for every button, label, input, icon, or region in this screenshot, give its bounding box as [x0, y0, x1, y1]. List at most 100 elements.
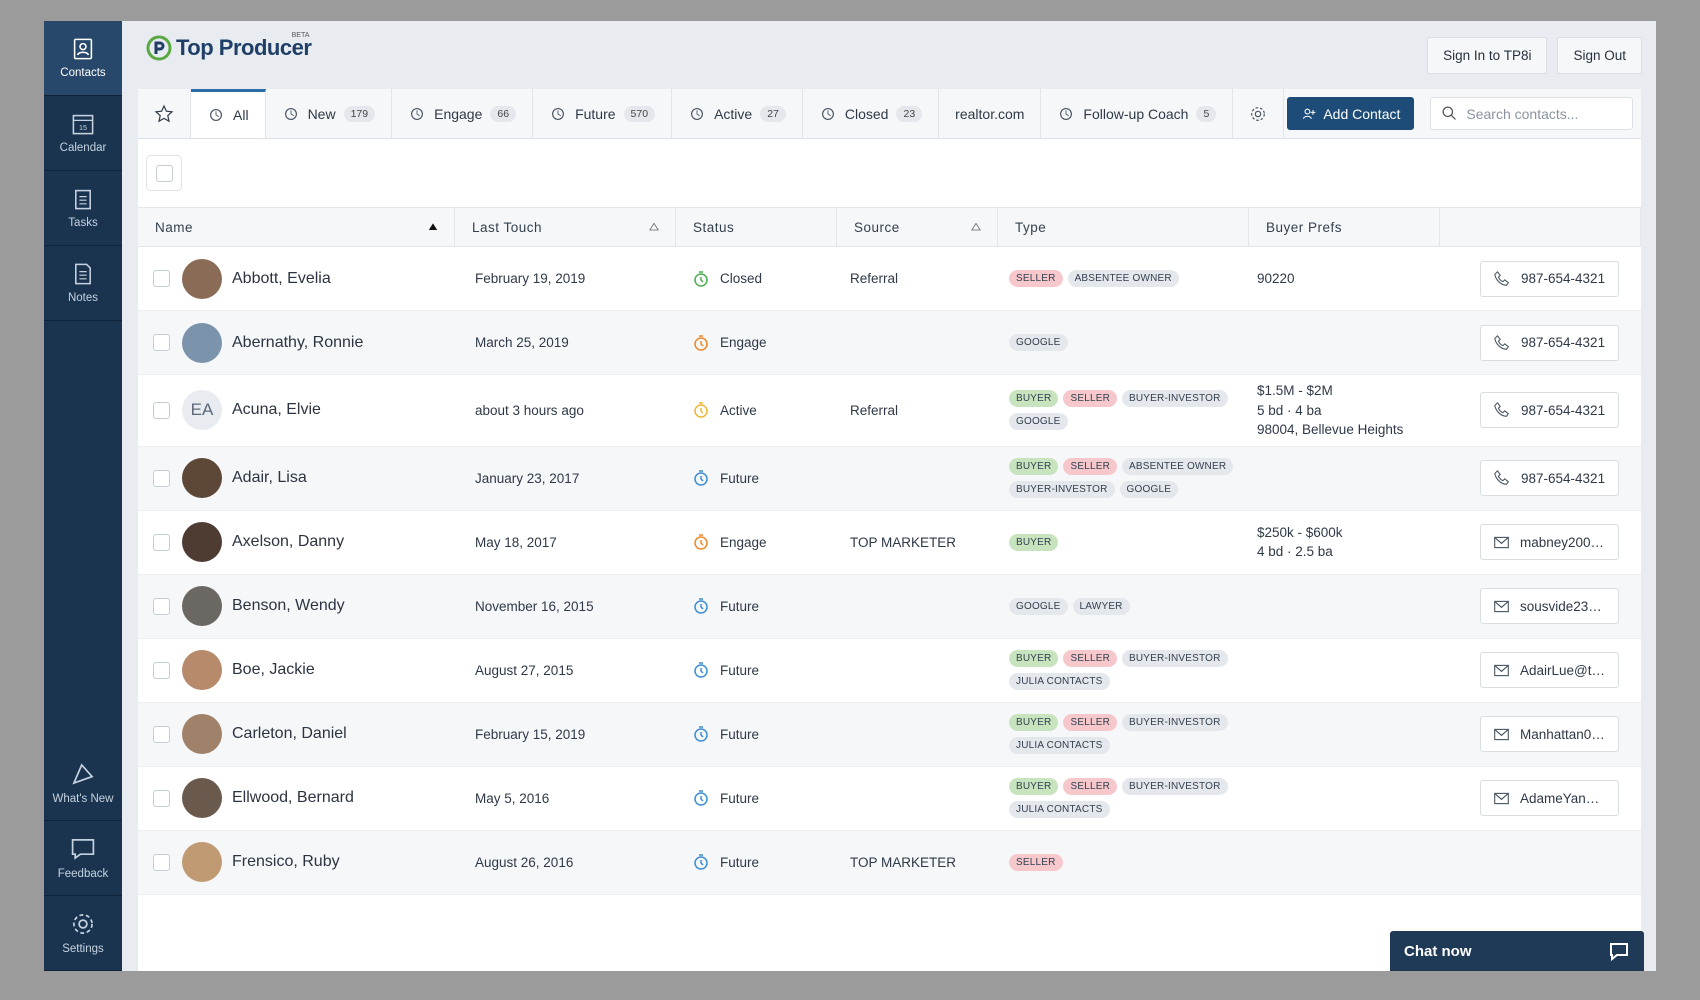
column-header: [1440, 208, 1641, 246]
sidebar-label: What's New: [52, 793, 114, 805]
header-button[interactable]: Sign In to TP8i: [1427, 37, 1548, 74]
tag: GOOGLE: [1009, 334, 1068, 351]
chat-button[interactable]: Chat now: [1390, 931, 1644, 971]
contact-cell: AdairLue@t…: [1440, 639, 1641, 702]
checkbox[interactable]: [153, 401, 170, 419]
add-contact-button[interactable]: Add Contact: [1287, 97, 1415, 130]
checkbox[interactable]: [153, 725, 170, 743]
checkbox[interactable]: [153, 853, 170, 871]
source-cell: [837, 767, 998, 830]
status: Closed: [720, 271, 763, 286]
sidebar-item[interactable]: What's New: [44, 746, 122, 821]
sidebar-item[interactable]: Contacts: [44, 21, 122, 96]
checkbox[interactable]: [153, 789, 170, 807]
email-button[interactable]: Manhattan0…: [1480, 716, 1619, 753]
phone-button[interactable]: 987-654-4321: [1480, 260, 1619, 297]
source-cell: TOP MARKETER: [837, 831, 998, 894]
column-header[interactable]: Type: [998, 208, 1249, 246]
contact-name[interactable]: Abernathy, Ronnie: [232, 333, 364, 351]
status-cell: Future: [676, 703, 837, 766]
tab[interactable]: Future 570: [533, 89, 673, 138]
sidebar: Contacts 15 Calendar Tasks Notes What's New Fe…: [44, 21, 122, 971]
phone-button[interactable]: 987-654-4321: [1480, 392, 1619, 429]
checkbox[interactable]: [155, 164, 173, 182]
contact-name[interactable]: Benson, Wendy: [232, 597, 345, 615]
email-button[interactable]: AdameYan…: [1480, 780, 1619, 817]
column-header[interactable]: Buyer Prefs: [1249, 208, 1440, 246]
column-header[interactable]: Name: [138, 208, 455, 246]
name-cell: Axelson, Danny: [138, 511, 455, 574]
checkbox[interactable]: [153, 469, 170, 487]
search-input[interactable]: Search contacts...: [1430, 97, 1633, 130]
last-touch-cell: March 25, 2019: [455, 311, 676, 374]
sidebar-item[interactable]: 15 Calendar: [44, 96, 122, 171]
checkbox[interactable]: [153, 597, 170, 615]
contact-name[interactable]: Adair, Lisa: [232, 469, 307, 487]
logo: Top Producer BETA: [146, 32, 312, 61]
phone-button[interactable]: 987-654-4321: [1480, 460, 1619, 497]
sidebar-item[interactable]: Tasks: [44, 171, 122, 246]
email-button[interactable]: mabney200…: [1480, 524, 1619, 561]
sidebar-label: Calendar: [59, 142, 107, 154]
tab[interactable]: Follow-up Coach 5: [1041, 89, 1234, 138]
contact-name[interactable]: Acuna, Elvie: [232, 401, 321, 419]
checkbox[interactable]: [153, 661, 170, 679]
source-cell: Referral: [837, 247, 998, 310]
email-button[interactable]: sousvide23…: [1480, 588, 1619, 625]
icon: [694, 470, 708, 486]
contact-name[interactable]: Ellwood, Bernard: [232, 789, 354, 807]
checkbox[interactable]: [153, 270, 170, 287]
type-cell: GOOGLE LAWYER: [998, 575, 1249, 638]
favorites-tab[interactable]: [138, 89, 191, 138]
select-all[interactable]: [146, 155, 182, 191]
tab[interactable]: New 179: [266, 89, 393, 138]
source-cell: Referral: [837, 375, 998, 446]
column-header[interactable]: Last Touch: [455, 208, 676, 246]
icon: [694, 402, 708, 419]
contact-name[interactable]: Frensico, Ruby: [232, 853, 340, 871]
icon: [691, 107, 704, 120]
email-button[interactable]: AdairLue@t…: [1480, 652, 1619, 689]
sidebar-item[interactable]: Notes: [44, 246, 122, 321]
column-label: Buyer Prefs: [1266, 219, 1343, 235]
icon: [1494, 728, 1509, 740]
source-cell: [837, 703, 998, 766]
sidebar-label: Tasks: [68, 217, 98, 229]
sidebar-item[interactable]: Settings: [44, 896, 122, 971]
add-contact-label: Add Contact: [1323, 105, 1401, 122]
icon: [1494, 270, 1510, 286]
tag-list: BUYER SELLER ABSENTEE OWNER BUYER-INVESTOR G…: [1009, 458, 1234, 499]
contact-name[interactable]: Axelson, Danny: [232, 533, 345, 551]
tab[interactable]: All: [191, 89, 266, 138]
last-touch-cell: February 19, 2019: [455, 247, 676, 310]
contact-name[interactable]: Boe, Jackie: [232, 661, 315, 679]
buyer-pref: 90220: [1257, 270, 1295, 286]
buyer-pref: $1.5M - $2M: [1257, 383, 1333, 398]
status-cell: Engage: [676, 311, 837, 374]
tag: SELLER: [1009, 270, 1063, 287]
status: Active: [720, 402, 757, 418]
avatar: [182, 522, 222, 563]
checkbox[interactable]: [153, 334, 170, 351]
tab[interactable]: Engage 66: [392, 89, 534, 138]
settings-tab[interactable]: [1233, 89, 1285, 138]
header-button[interactable]: Sign Out: [1557, 37, 1642, 74]
sidebar-bottom: What's New Feedback Settings: [44, 746, 122, 971]
tab[interactable]: Closed 23: [803, 89, 940, 138]
tag-list: SELLER ABSENTEE OWNER: [1009, 270, 1179, 287]
checkbox[interactable]: [153, 533, 170, 551]
column-header[interactable]: Status: [676, 208, 837, 246]
contact-name[interactable]: Abbott, Evelia: [232, 269, 331, 287]
sidebar-item[interactable]: Feedback: [44, 821, 122, 896]
tab[interactable]: realtor.com: [939, 89, 1042, 138]
tab[interactable]: Active 27: [672, 89, 803, 138]
column-header[interactable]: Source: [837, 208, 998, 246]
phone-button[interactable]: 987-654-4321: [1480, 324, 1619, 361]
tag-list: BUYER SELLER BUYER-INVESTOR JULIA CONTACTS: [1009, 650, 1234, 691]
contact-name[interactable]: Carleton, Daniel: [232, 725, 347, 743]
contact-row: EA Acuna, Elvie about 3 hours ago Active Ref…: [138, 375, 1641, 447]
source-cell: [837, 575, 998, 638]
name-cell: Benson, Wendy: [138, 575, 455, 638]
source: Referral: [850, 402, 899, 418]
tab-label: realtor.com: [955, 105, 1025, 122]
